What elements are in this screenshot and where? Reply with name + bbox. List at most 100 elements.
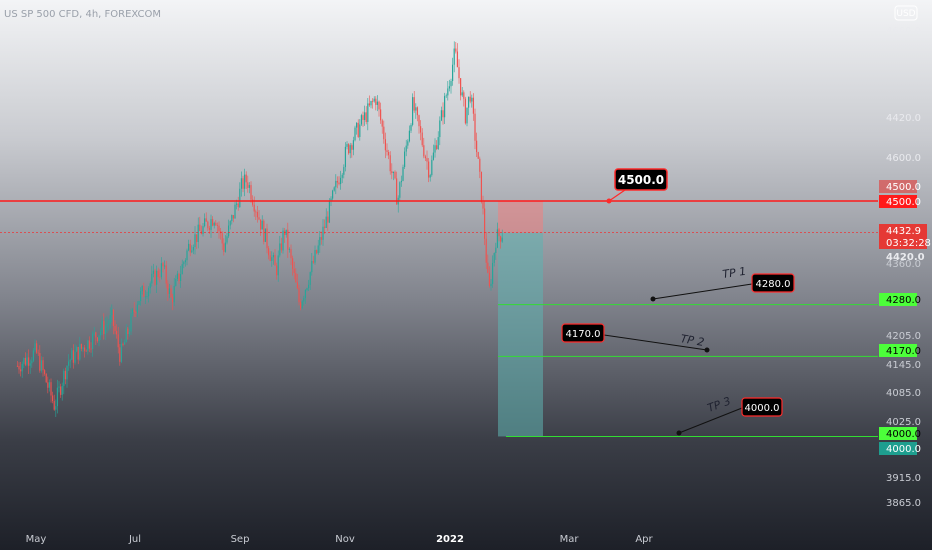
price-tag-current-text: 4432.9 [886,226,921,237]
candle-body [492,262,494,284]
candle-body [495,247,497,254]
candle-body [220,231,222,234]
tp2-label: TP 2 [679,332,705,349]
candle-body [384,139,387,151]
candle-body [261,220,263,230]
candle-body [380,109,382,121]
candle-body [314,250,316,263]
candle-body [469,96,471,102]
candle-body [269,255,271,261]
candle-body [328,200,331,223]
candle-body [213,222,215,226]
candle-body [138,300,140,305]
candle-body [104,325,107,335]
candle-body [432,152,435,160]
candle-body [170,288,172,298]
candle-body [375,98,377,105]
candle-body [95,332,97,338]
price-tag-tp3-green: 4000.0 [879,427,921,440]
price-tag-resistance-top-bg [879,180,917,193]
candle-body [324,226,326,228]
candle-body [426,158,428,162]
candle-body [274,255,276,266]
candle-body [111,309,113,316]
candle-body [308,284,310,289]
candle-body [96,337,99,342]
candle-body [351,145,353,150]
candle-body [31,360,33,364]
x-tick-label: Sep [231,534,250,545]
candle-body [248,185,251,188]
candle-body [56,387,59,407]
candle-body [34,343,36,351]
callout-resistance-connector [608,189,626,202]
price-tag-tp3-teal-text: 4000.0 [886,444,921,455]
callout-tp1-connector [652,283,753,300]
candle-body [303,298,305,302]
candle-body [365,112,367,122]
candle-body [370,100,372,106]
candle-body [290,249,292,259]
candle-body [352,140,355,150]
candle-body [152,270,155,274]
candle-body [16,365,19,367]
candle-body [77,346,79,360]
callout-tp3[interactable]: 4000.0 [741,397,783,417]
candles-layer [16,41,503,417]
y-tick-label: 4145.0 [886,360,921,371]
candle-body [252,199,254,205]
candle-body [476,140,478,153]
candle-body [132,309,134,314]
price-tag-tp1-text: 4280.0 [886,295,921,306]
callout-tp1[interactable]: 4280.0 [751,273,795,293]
candle-body [180,274,182,281]
callout-tp2-connector [603,334,708,351]
candle-body [119,347,121,362]
candle-body [322,226,324,240]
candle-body [98,335,100,342]
candle-body [218,225,220,232]
candle-body [383,126,385,140]
currency-badge[interactable]: USD [894,5,918,21]
candle-body [396,178,398,205]
candle-body [194,234,196,248]
y-tick-label: 4660.0 [886,26,921,37]
candle-body [216,225,219,226]
candle-body [146,296,148,298]
y-tick-label: 4360.0 [886,259,921,270]
candle-body [463,92,465,99]
y-tick-label: 3865.0 [886,498,921,509]
callout-resistance[interactable]: 4500.0 [614,168,668,191]
candle-body [282,230,284,251]
candle-body [167,283,169,294]
candle-body [176,273,179,279]
candle-body [21,363,23,372]
candle-body [85,350,87,352]
candle-body [376,101,379,105]
candle-body [173,285,175,303]
candle-body [439,120,441,138]
callout-resistance-box [614,168,668,191]
candle-body [53,401,55,410]
tp3-label: TP 3 [706,394,733,414]
candle-body [164,265,166,267]
candle-body [311,261,313,273]
candle-body [92,333,94,349]
callout-tp2[interactable]: 4170.0 [561,323,605,343]
candle-body [428,161,430,178]
x-axis[interactable]: May Jul Sep Nov 2022 Mar Apr [26,534,654,545]
y-axis[interactable]: 4660.0 4600.0 4420.0 4360.0 4205.0 4145.0 4085… [886,26,921,509]
candle-body [256,212,259,218]
candle-body [244,174,246,189]
candle-body [156,270,158,285]
candle-body [162,263,164,267]
candle-body [298,288,300,303]
candle-body [330,198,332,201]
candle-body [186,250,188,261]
callout-tp2-box [561,323,605,343]
candle-body [301,301,303,309]
candle-body [108,323,110,325]
candle-body [32,350,35,361]
candle-body [276,265,278,276]
